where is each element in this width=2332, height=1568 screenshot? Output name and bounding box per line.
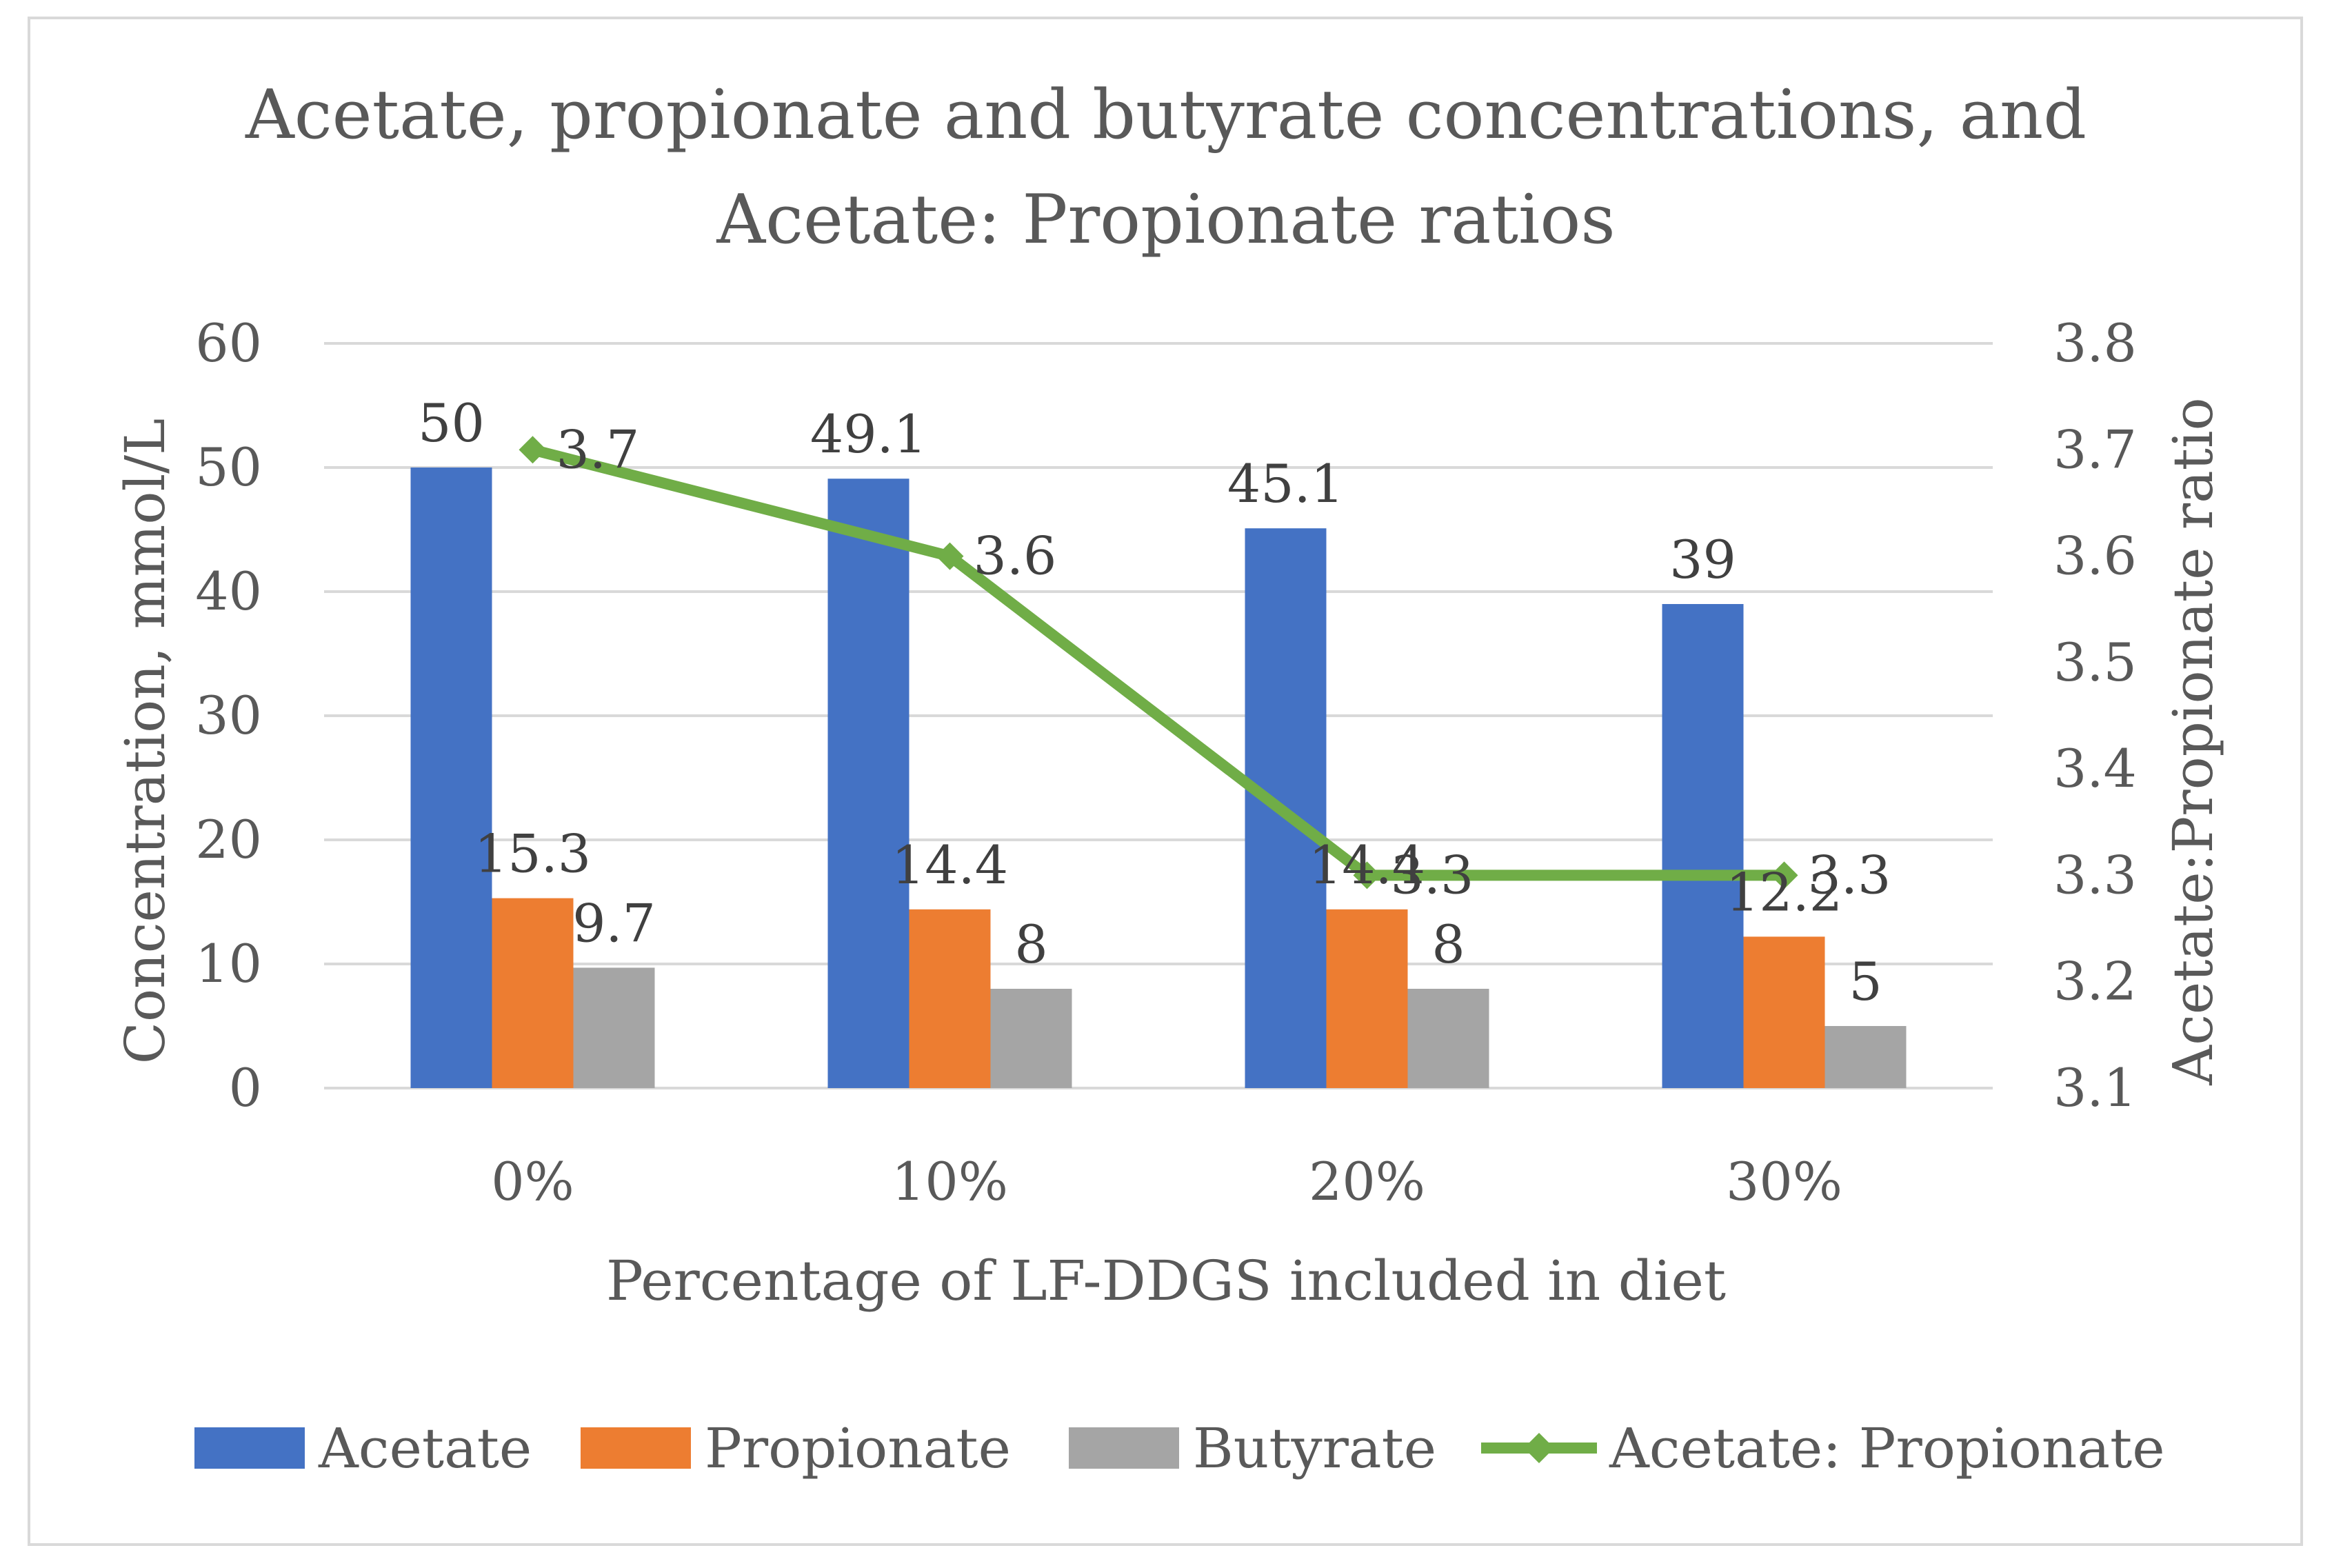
data-label-propionate: 14.4 xyxy=(1309,834,1425,896)
y2-tick-label: 3.5 xyxy=(2053,632,2137,693)
bar-butyrate xyxy=(1407,989,1489,1088)
y2-tick-label: 3.2 xyxy=(2053,951,2137,1012)
y2-tick-label: 3.3 xyxy=(2053,844,2137,905)
data-label-ratio: 3.7 xyxy=(556,419,640,480)
ratio-marker xyxy=(1770,861,1798,889)
bar-butyrate xyxy=(990,989,1072,1088)
y2-tick-label: 3.4 xyxy=(2053,738,2137,799)
ratio-marker xyxy=(519,436,547,464)
axes: 0 10 20 30 40 50 60 3.1 3.2 3.3 3.4 3.5 3.6 3.7 3.8 0% 1… xyxy=(195,312,2137,1212)
y-tick-label: 20 xyxy=(195,809,262,870)
x-tick-label: 30% xyxy=(1726,1151,1842,1212)
chart-frame xyxy=(28,17,2303,1546)
y-tick-label: 40 xyxy=(195,561,262,622)
data-label-acetate: 39 xyxy=(1669,529,1736,590)
data-label-butyrate: 9.7 xyxy=(572,892,656,954)
x-tick-label: 20% xyxy=(1309,1151,1425,1212)
bar-acetate xyxy=(410,468,492,1088)
bar-propionate xyxy=(1743,936,1825,1088)
ratio-line xyxy=(519,436,1798,889)
data-label-propionate: 15.3 xyxy=(474,823,591,885)
legend-label: Butyrate xyxy=(1193,1416,1436,1480)
ratio-marker xyxy=(1353,861,1381,889)
chart-title-line-1: Acetate, propionate and butyrate concent… xyxy=(245,76,2087,154)
y-tick-label: 30 xyxy=(195,685,262,746)
data-label-acetate: 50 xyxy=(418,392,485,454)
legend: Acetate Propionate Butyrate Acetate: Propio… xyxy=(194,1416,2165,1480)
data-label-ratio: 3.3 xyxy=(1391,844,1474,905)
data-label-propionate: 12.2 xyxy=(1726,861,1842,923)
x-axis-title: Percentage of LF-DDGS included in diet xyxy=(606,1249,1726,1313)
data-label-propionate: 14.4 xyxy=(892,834,1008,896)
legend-swatch-acetate xyxy=(194,1427,305,1469)
y-tick-label: 0 xyxy=(229,1057,262,1118)
y2-tick-label: 3.6 xyxy=(2053,525,2137,587)
y2-tick-label: 3.7 xyxy=(2053,419,2137,480)
bar-butyrate xyxy=(573,967,655,1088)
data-label-butyrate: 5 xyxy=(1849,951,1882,1012)
chart-title-line-2: Acetate: Propionate ratios xyxy=(716,181,1615,259)
legend-label: Acetate xyxy=(318,1416,532,1480)
data-label-butyrate: 8 xyxy=(1431,914,1465,975)
data-label-ratio: 3.6 xyxy=(974,525,1057,587)
bar-acetate xyxy=(1662,604,1744,1088)
bar-propionate xyxy=(1326,909,1408,1088)
y-axis-title: Concentration, mmol/L xyxy=(113,419,177,1064)
y2-tick-label: 3.8 xyxy=(2053,312,2137,374)
chart-title: Acetate, propionate and butyrate concent… xyxy=(245,76,2087,259)
data-label-ratio: 3.3 xyxy=(1808,844,1891,905)
ratio-marker xyxy=(936,542,964,570)
bar-butyrate xyxy=(1825,1026,1907,1088)
legend-swatch-propionate xyxy=(581,1427,691,1469)
ratio-line-path xyxy=(527,444,1790,881)
data-labels: 50 49.1 45.1 39 15.3 14.4 14.4 12.2 9.7 8 8 5 3.7 3.6… xyxy=(418,392,1891,1012)
y-tick-label: 60 xyxy=(195,312,262,374)
legend-label: Acetate: Propionate xyxy=(1609,1416,2165,1480)
y2-tick-label: 3.1 xyxy=(2053,1057,2137,1118)
data-label-acetate: 45.1 xyxy=(1227,453,1344,514)
bar-acetate xyxy=(827,479,909,1088)
y-tick-label: 50 xyxy=(195,436,262,498)
legend-label: Propionate xyxy=(705,1416,1011,1480)
y2-axis-title: Acetate:Propionate ratio xyxy=(2161,397,2225,1085)
bars xyxy=(410,468,1907,1088)
x-tick-label: 10% xyxy=(892,1151,1008,1212)
bar-propionate xyxy=(492,898,574,1088)
y-tick-label: 10 xyxy=(195,933,262,994)
bar-propionate xyxy=(909,909,991,1088)
data-label-butyrate: 8 xyxy=(1014,914,1047,975)
legend-swatch-marker xyxy=(1524,1433,1554,1463)
legend-swatch-butyrate xyxy=(1069,1427,1179,1469)
data-label-acetate: 49.1 xyxy=(810,403,927,465)
x-tick-label: 0% xyxy=(491,1151,574,1212)
